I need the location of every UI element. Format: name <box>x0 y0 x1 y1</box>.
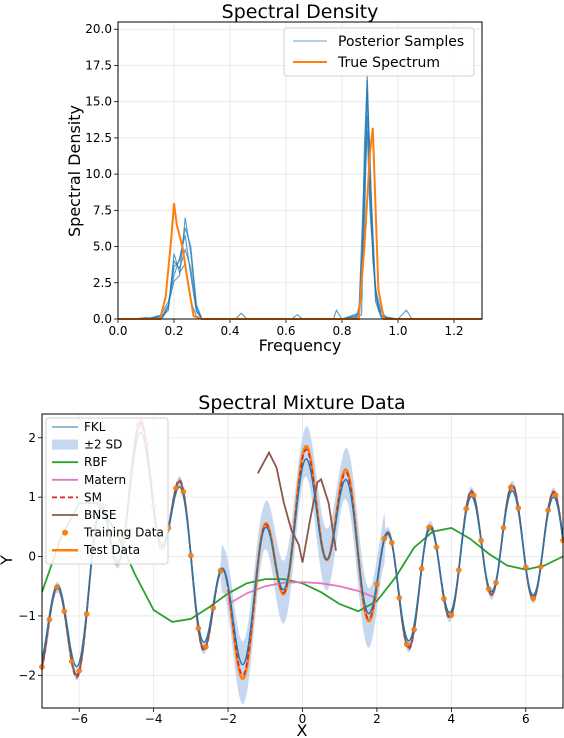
x-tick-label: 1.2 <box>444 324 463 338</box>
training-point <box>180 488 187 495</box>
training-point <box>396 594 403 601</box>
training-point <box>418 565 425 572</box>
legend-label: BNSE <box>84 508 116 522</box>
chart-title: Spectral Mixture Data <box>198 392 405 414</box>
y-tick-label: 2.5 <box>93 276 112 290</box>
chart-title: Spectral Density <box>222 1 379 23</box>
training-point <box>69 658 75 665</box>
legend-label-true: True Spectrum <box>337 55 440 71</box>
plot-frame <box>117 21 483 320</box>
y-tick-label: 5.0 <box>93 240 112 254</box>
training-point <box>485 586 492 592</box>
training-point <box>552 492 559 498</box>
training-point <box>173 485 179 491</box>
legend: FKL ±2 SD RBF Matern SM BNSE Training Data Test… <box>45 417 169 565</box>
training-point <box>388 539 395 546</box>
x-tick-label: −2 <box>219 712 237 726</box>
y-tick-label: 1 <box>28 490 36 504</box>
x-tick-label: 2 <box>373 712 381 726</box>
spectral-density-chart: 0.0 0.2 0.4 0.6 0.8 1.0 1.2 0.0 2.5 5.0 7.5 10.0 12.… <box>65 1 483 355</box>
training-point <box>433 544 440 551</box>
y-tick-label: 0.0 <box>93 312 112 326</box>
matern-line <box>227 581 378 605</box>
legend-label: RBF <box>84 455 108 469</box>
y-tick-label: 12.5 <box>85 131 112 145</box>
y-axis-label: Spectral Density <box>65 105 84 237</box>
training-point <box>54 584 60 591</box>
x-tick-label: 6 <box>522 712 530 726</box>
y-tick-label: −2 <box>18 668 36 682</box>
training-point <box>500 524 507 531</box>
training-point <box>523 564 529 571</box>
true-spectrum-line <box>118 127 482 320</box>
training-point <box>455 567 462 573</box>
posterior-sample-line <box>118 94 482 320</box>
legend-label-posterior: Posterior Samples <box>338 34 464 50</box>
training-point <box>478 537 484 544</box>
training-point <box>448 612 455 618</box>
training-point <box>545 507 551 514</box>
legend-swatch <box>52 439 78 450</box>
y-tick-label: 10.0 <box>85 167 112 181</box>
training-point <box>202 644 209 650</box>
y-axis-label: Y <box>0 555 16 566</box>
training-point <box>76 667 82 674</box>
training-point <box>441 595 447 602</box>
legend-label: ±2 SD <box>84 438 122 452</box>
bnse-line <box>376 485 564 649</box>
x-tick-label: 0.4 <box>220 324 239 338</box>
training-point <box>381 535 388 542</box>
fkl-sd-band <box>42 417 563 705</box>
y-tick-label: 20.0 <box>85 22 112 36</box>
y-tick-label: 15.0 <box>85 95 112 109</box>
training-point <box>195 625 202 632</box>
training-point <box>217 567 224 574</box>
training-point <box>46 616 53 623</box>
x-tick-label: 0 <box>299 712 307 726</box>
training-point <box>537 563 544 570</box>
training-point <box>530 595 537 602</box>
legend-label: Test Data <box>83 543 140 557</box>
training-point <box>188 552 194 559</box>
y-tick-label: 7.5 <box>93 203 112 217</box>
x-tick-label: 0.0 <box>108 324 127 338</box>
training-point <box>463 505 470 512</box>
training-point <box>411 626 417 633</box>
x-axis-label: X <box>297 721 308 738</box>
legend-box <box>283 27 475 77</box>
training-point <box>61 608 68 615</box>
training-point <box>470 492 477 499</box>
x-tick-label: 1.0 <box>388 324 407 338</box>
y-tick-label: −1 <box>18 609 36 623</box>
x-tick-label: −6 <box>70 712 88 726</box>
x-tick-label: 0.2 <box>164 324 183 338</box>
legend-label: Training Data <box>83 526 164 540</box>
training-point <box>83 611 90 617</box>
x-tick-label: 4 <box>448 712 456 726</box>
legend-box <box>45 417 169 565</box>
y-tick-label: 0 <box>28 550 36 564</box>
legend: Posterior Samples True Spectrum <box>283 27 475 77</box>
training-point <box>426 524 432 531</box>
training-point <box>493 579 499 586</box>
training-point <box>515 505 522 511</box>
bnse-test-line <box>257 450 337 563</box>
legend-label: Matern <box>84 473 126 487</box>
y-tick-label: 2 <box>28 431 36 445</box>
legend-label: FKL <box>84 420 106 434</box>
legend-label: SM <box>84 490 102 504</box>
x-tick-label: 0.8 <box>332 324 351 338</box>
training-point <box>374 581 380 587</box>
training-point <box>403 641 410 648</box>
legend-swatch <box>62 529 68 536</box>
training-point <box>508 484 514 490</box>
x-tick-label: −4 <box>145 712 163 726</box>
x-axis-label: Frequency <box>259 336 342 355</box>
y-tick-label: 17.5 <box>85 58 112 72</box>
plot-frame <box>41 413 564 709</box>
training-point <box>210 605 216 611</box>
x-tick-label: 0.6 <box>276 324 295 338</box>
